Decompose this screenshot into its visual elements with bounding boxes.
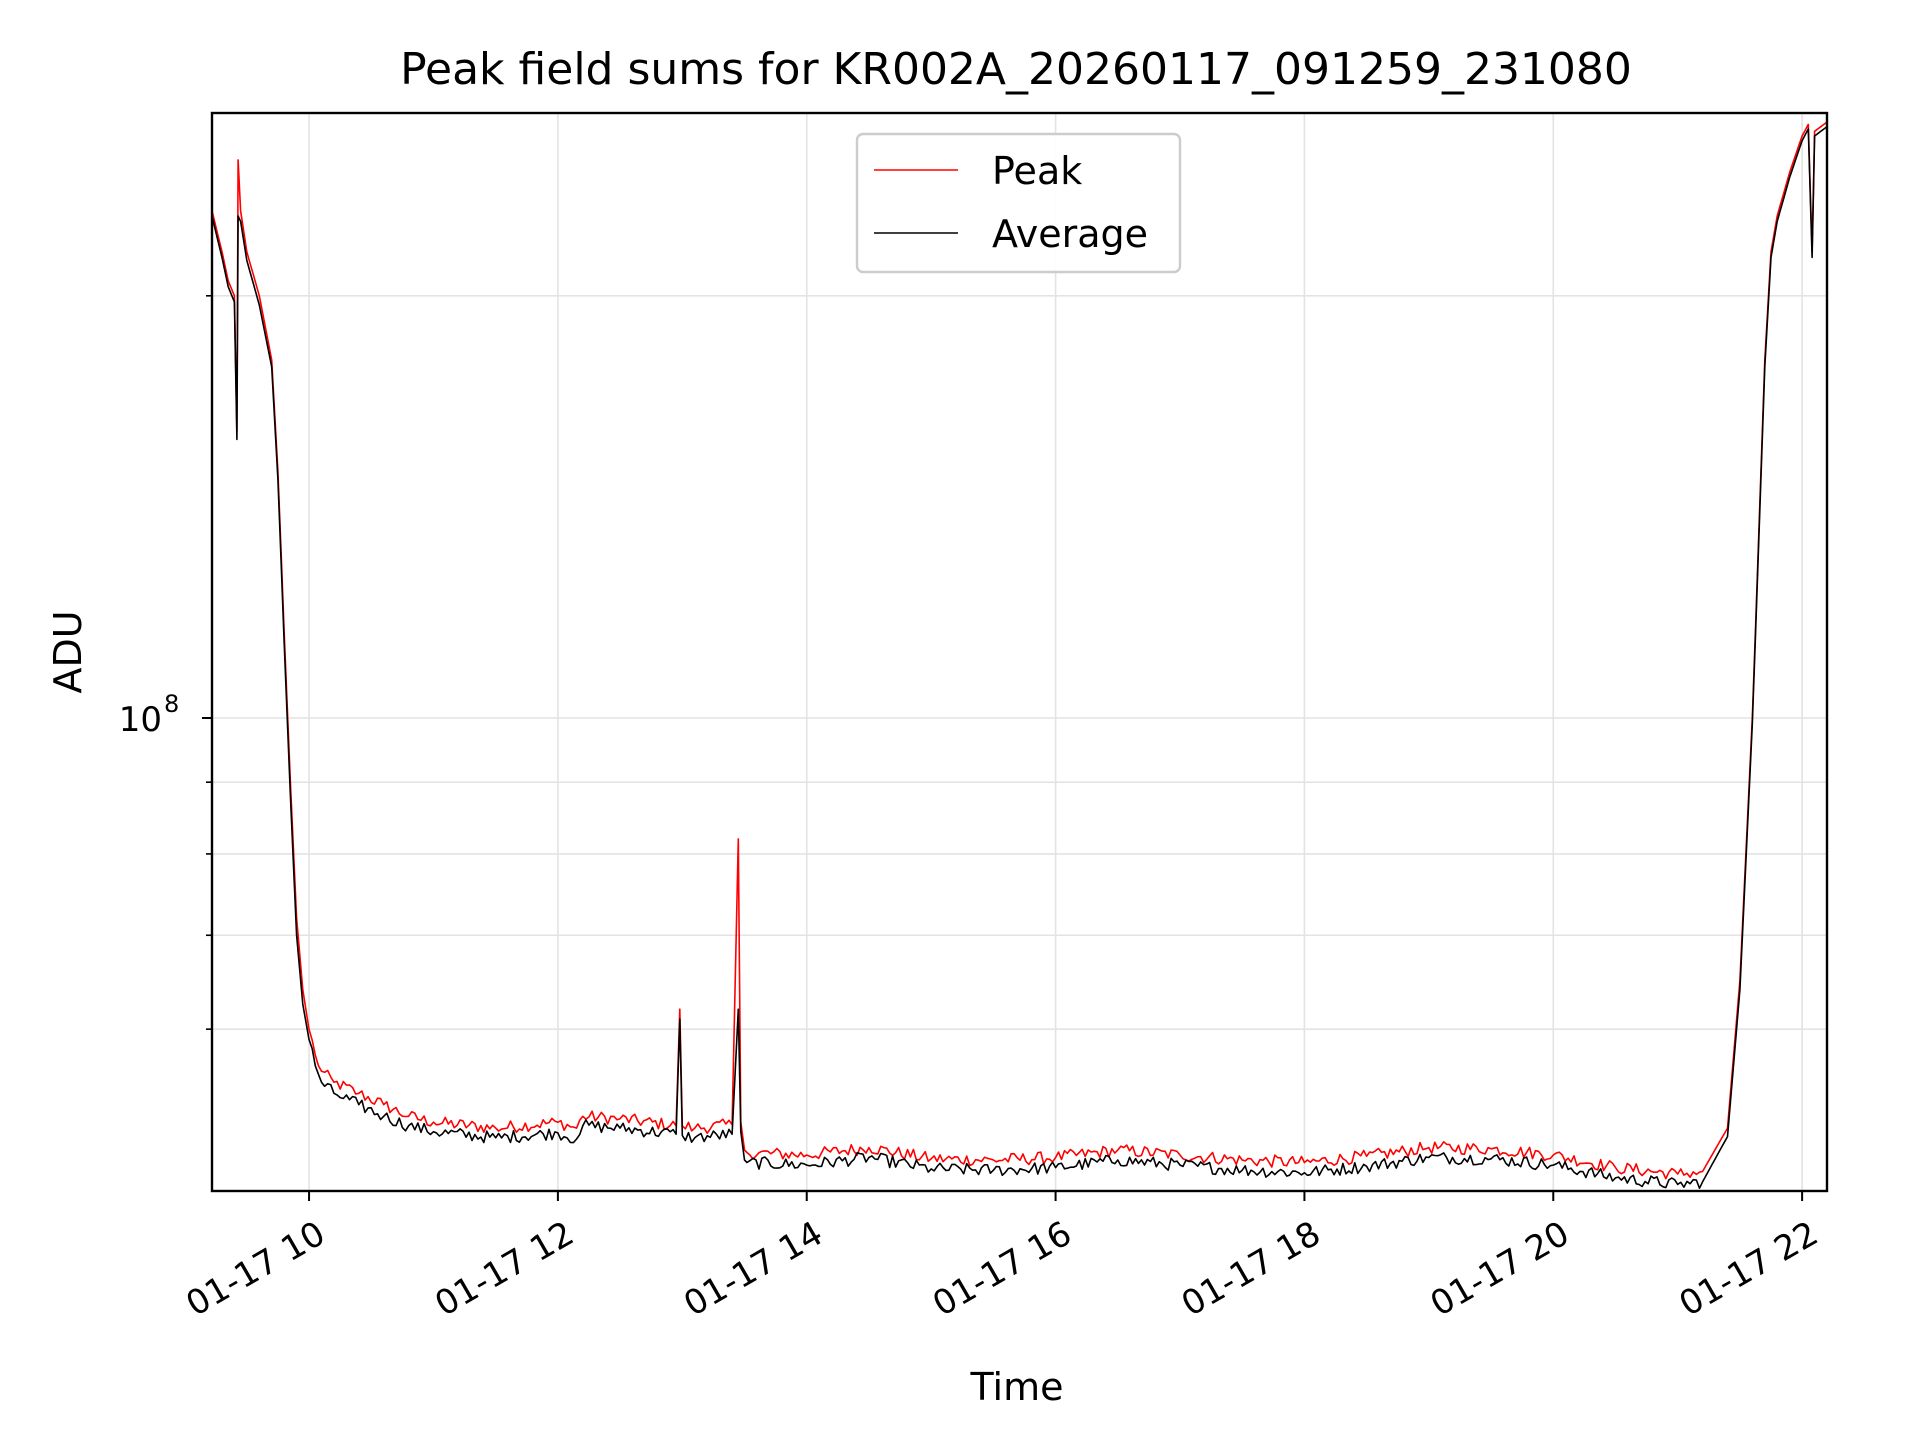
y-axis-label: ADU (46, 610, 90, 693)
y-tick-label-exponent: 8 (164, 690, 179, 718)
chart-title: Peak field sums for KR002A_20260117_0912… (400, 44, 1632, 95)
series-line-average (211, 126, 1828, 1189)
plot-frame (210, 111, 1829, 1193)
plot-series (211, 121, 1828, 1189)
x-axis-label: Time (970, 1365, 1064, 1409)
legend-box (855, 132, 1182, 274)
legend: Peak Average (855, 132, 1182, 274)
y-tick-label-base: 10 (119, 700, 162, 740)
grid-lines (212, 113, 1827, 1191)
series-line-peak (211, 121, 1828, 1180)
legend-label-peak: Peak (992, 149, 1082, 193)
y-axis-ticks: 10 8 (119, 294, 212, 1030)
legend-label-average: Average (992, 212, 1148, 256)
